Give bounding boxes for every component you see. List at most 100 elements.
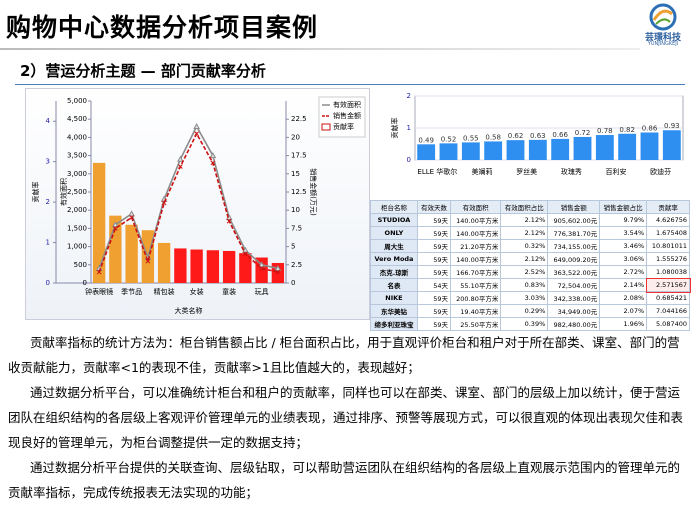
legend-label: 有效面积 xyxy=(333,100,361,109)
bar xyxy=(206,250,220,283)
table-row: STUDIOA 59天 140.00平方米 2.12% 905,602.00元 9.79%… xyxy=(370,213,690,227)
header-rule xyxy=(0,48,640,50)
table-cell: NIKE xyxy=(370,291,418,305)
table-cell: 59天 xyxy=(416,226,451,240)
table-cell: 2.12% xyxy=(500,252,549,266)
table-cell: 0.29% xyxy=(500,304,549,318)
table-cell: 21.20平方米 xyxy=(449,239,502,253)
table-cell: 25.50平方米 xyxy=(449,317,502,331)
value-label: 0.82 xyxy=(619,126,635,134)
line xyxy=(98,132,279,273)
y3-tick-label: 5 xyxy=(291,243,295,251)
table-cell: ONLY xyxy=(370,226,418,240)
y2-tick-label: 4,500 xyxy=(67,115,87,123)
table-cell: 3.06% xyxy=(599,252,648,266)
y3-tick-label: 10 xyxy=(291,206,300,214)
y3-axis-title: 销售金额(万元) xyxy=(309,168,318,216)
table-cell: 19.40平方米 xyxy=(449,304,502,318)
table-cell: 649,009.20元 xyxy=(547,252,601,266)
table-cell: 982,480.00元 xyxy=(547,317,601,331)
table-cell: 名表 xyxy=(370,278,418,292)
bullet: 通过数据分析平台提供的关联查询、层级钻取，可以帮助营运团队在组织结构的各层级上直… xyxy=(8,455,692,505)
table-row: 缔多利亚珠宝 59天 25.50平方米 0.39% 982,480.00元 1.96% 5.… xyxy=(370,317,690,331)
table-cell: 59天 xyxy=(416,252,451,266)
bar xyxy=(461,142,480,160)
value-label: 0.78 xyxy=(597,127,613,135)
legend-swatch xyxy=(321,123,331,131)
y3-tick-label: 20 xyxy=(291,133,300,141)
y2-tick-label: 3,000 xyxy=(67,170,87,178)
y3-tick-label: 22.5 xyxy=(291,115,307,123)
value-label: 0.49 xyxy=(418,136,434,144)
x-tick-label: 钟表眼镜 xyxy=(85,287,113,296)
header-cell: 贡献率 xyxy=(646,200,690,214)
table-cell: 905,602.00元 xyxy=(547,213,601,227)
table-cell: 缔多利亚珠宝 xyxy=(370,317,418,331)
marker xyxy=(275,269,281,275)
table-cell: 776,381.70元 xyxy=(547,226,601,240)
y3-tick-label: 2.5 xyxy=(291,261,302,269)
table-cell: 2.12% xyxy=(500,226,549,240)
x-tick-label: 欧迪芬 xyxy=(650,167,671,176)
table-cell: 3.46% xyxy=(599,239,648,253)
x-tick-label: 女装 xyxy=(190,287,204,296)
table-cell: 5.087400 xyxy=(646,317,690,331)
marker xyxy=(177,155,184,162)
bar-chart: 0 1 2 贡献率 0.49 ELLE 华歌尔 0.52 0.55 美斓莉 0.58 0.62 罗丝美… xyxy=(390,92,684,176)
y2-tick-label: 0 xyxy=(83,279,87,287)
bullet: 贡献率指标的统计方法为：柜台销售额占比 / 柜台面积占比，用于直观评价柜台和租户… xyxy=(8,330,692,380)
value-label: 0.62 xyxy=(508,132,524,140)
y2-tick-label: 2,000 xyxy=(67,206,87,214)
value-label: 0.55 xyxy=(463,134,479,142)
legend-label: 销售金额 xyxy=(333,111,361,120)
subtitle-rule xyxy=(15,84,685,85)
table-cell: STUDIOA xyxy=(370,213,418,227)
y2-axis-title: 有效面积 xyxy=(59,178,68,206)
table-cell: 72,504.00元 xyxy=(547,278,601,292)
y2-tick-label: 2,500 xyxy=(67,188,87,196)
table-row: 杰克.琼斯 59天 166.70平方米 2.52% 363,522.00元 2.72% 1.… xyxy=(370,265,690,279)
marker xyxy=(113,226,118,231)
logo-subtext: YUNJINGKEJI xyxy=(647,41,679,47)
y2-tick-label: 1,500 xyxy=(67,224,87,232)
marker xyxy=(210,160,216,166)
header-cell: 柜台名称 xyxy=(370,200,418,214)
table-cell: 140.00平方米 xyxy=(449,252,502,266)
value-label: 0.72 xyxy=(575,129,591,137)
y-tick-label: 2 xyxy=(46,198,50,206)
table-cell: 2.14% xyxy=(599,278,648,292)
table-cell: 166.70平方米 xyxy=(449,265,502,279)
x-tick-label: 精包装 xyxy=(154,287,175,296)
table-cell: 东华美钻 xyxy=(370,304,418,318)
logo xyxy=(649,3,677,31)
x-tick-label: ELLE 华歌尔 xyxy=(417,167,457,176)
table-cell: 1.675408 xyxy=(646,226,690,240)
bar xyxy=(239,253,252,283)
table-cell: Vero Moda xyxy=(370,252,418,266)
value-label: 0.52 xyxy=(441,135,457,143)
x-tick-label: 童装 xyxy=(222,287,236,296)
header-cell: 有效面积占比 xyxy=(500,200,549,214)
y3-tick-label: 0 xyxy=(291,279,295,287)
table-cell: 3.03% xyxy=(500,291,549,305)
table-cell: 59天 xyxy=(416,291,451,305)
value-label: 0.63 xyxy=(530,132,546,140)
bar xyxy=(125,224,138,283)
table-cell: 杰克.琼斯 xyxy=(370,265,418,279)
table-cell: 2.12% xyxy=(500,213,549,227)
table-cell: 2.571567 xyxy=(645,277,691,293)
y-tick-label: 4 xyxy=(46,117,51,125)
header-cell: 有效面积 xyxy=(449,200,502,214)
table-cell: 140.00平方米 xyxy=(449,213,502,227)
bullet: 通过数据分析平台，可以准确统计柜台和租户的贡献率，同样也可以在部类、课室、部门的… xyxy=(8,380,692,455)
header-cell: 销售金额 xyxy=(547,200,601,214)
y-tick-label: 1 xyxy=(46,239,50,247)
y-tick-label: 1 xyxy=(407,124,411,132)
table-cell: 周大生 xyxy=(370,239,418,253)
x-tick-label: 百利安 xyxy=(606,167,627,176)
logo-text: 芸璟科技 xyxy=(644,33,681,43)
marker xyxy=(96,269,102,275)
table-cell: 55.10平方米 xyxy=(449,278,502,292)
y2-tick-label: 3,500 xyxy=(67,152,87,160)
bar xyxy=(439,143,458,160)
